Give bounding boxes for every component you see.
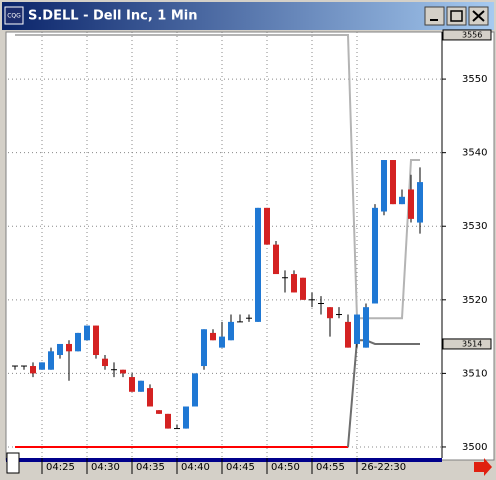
price-marker-label: 3556 [462,30,482,39]
candle-body [363,307,369,348]
app-icon[interactable] [4,6,24,25]
icon [472,10,485,22]
y-tick-label: 3540 [462,148,487,159]
y-tick-label: 3550 [462,74,487,85]
candle-body [210,332,216,341]
close-button[interactable] [468,6,489,26]
x-tick-label: 04:30 [91,462,120,473]
candle-body [66,343,72,352]
candle-body [354,314,360,344]
candle-body [219,336,225,348]
x-axis-bar [6,458,442,462]
x-tick-label: 04:40 [181,462,210,473]
candle-body [147,388,153,407]
candle-body [381,160,387,212]
app-icon-text: CQG [7,13,21,20]
scroll-arrow[interactable] [474,458,492,476]
candle-body [345,321,351,348]
candle-body [327,307,333,319]
candle-body [30,366,36,374]
candle-body [129,377,135,392]
y-tick-label: 3500 [462,442,487,453]
y-tick-label: 3510 [462,368,487,379]
candle-body [399,196,405,205]
x-tick-label: 04:55 [316,462,345,473]
candle-body [372,207,378,304]
icon [450,10,463,22]
candle-body [156,410,162,414]
candle-body [291,274,297,293]
candle-body [192,373,198,407]
y-tick-label: 3520 [462,295,487,306]
candle-body [273,244,279,275]
price-marker-label: 3514 [462,339,482,348]
chart-area [5,31,495,461]
candle-body [201,329,207,367]
candle-body [75,332,81,352]
candle-body [390,160,396,205]
x-tick-label: 04:25 [46,462,75,473]
title-bar [2,2,494,30]
window-title: S.DELL - Dell Inc, 1 Min [28,9,198,24]
candle-body [255,207,261,322]
price-marker-box [442,29,492,41]
scroll-box[interactable] [6,452,20,474]
icon [430,19,438,21]
y-tick-label: 3530 [462,221,487,232]
button-face [446,6,467,26]
x-tick-label: 04:35 [136,462,165,473]
candle-body [39,362,45,370]
maximize-button[interactable] [446,6,467,26]
candle-body [93,325,99,355]
candle-body [138,380,144,392]
minimize-button[interactable] [424,6,445,26]
candle-body [48,351,54,370]
x-tick-label: 26-22:30 [361,462,406,473]
candle-body [408,189,414,219]
x-tick-label: 04:50 [271,462,300,473]
candle-body [120,369,126,374]
indicator-line [15,33,420,320]
candle-body [228,321,234,341]
candle-body [165,413,171,429]
candle-body [300,277,306,300]
plot: 3500 3510 3520 3530 3540 3550 04:25 04:30 04:35 0… [8,29,492,474]
candle-body [417,182,423,223]
candle-body [183,406,189,429]
candle-body [264,207,270,245]
candle-body [84,325,90,341]
candle-body [57,343,63,355]
x-tick-label: 04:45 [226,462,255,473]
price-marker-box [442,338,492,350]
candle-body [102,358,108,367]
button-face [424,6,445,26]
